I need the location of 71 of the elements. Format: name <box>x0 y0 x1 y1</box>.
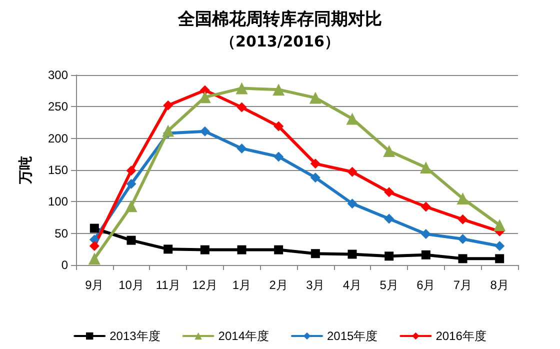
point <box>347 198 358 209</box>
point <box>384 187 394 198</box>
point <box>348 250 357 259</box>
point <box>198 91 211 104</box>
point <box>200 126 210 136</box>
point <box>200 245 210 254</box>
point <box>421 250 430 260</box>
x-tick-label: 5月 <box>380 278 398 292</box>
point <box>88 252 100 265</box>
point <box>384 252 394 261</box>
point <box>309 92 322 104</box>
y-tick-label: 0 <box>61 258 68 272</box>
point <box>310 172 320 183</box>
x-tick-label: 12月 <box>192 278 218 292</box>
x-tick-label: 2月 <box>269 278 288 292</box>
y-tick-label: 150 <box>48 163 68 177</box>
point <box>236 82 248 94</box>
y-tick-label: 250 <box>48 100 68 114</box>
point <box>126 236 136 245</box>
point <box>494 241 505 251</box>
point <box>200 85 210 96</box>
point <box>274 121 284 132</box>
legend-label: 2015年度 <box>327 329 378 343</box>
point <box>383 145 396 157</box>
x-tick-label: 1月 <box>232 278 252 292</box>
point <box>347 166 358 177</box>
point <box>420 161 432 174</box>
point <box>163 100 174 110</box>
legend-label: 2014年度 <box>218 329 270 343</box>
point <box>420 228 431 239</box>
point <box>310 158 320 169</box>
y-tick-label: 50 <box>54 226 68 240</box>
point <box>494 219 506 232</box>
legend-label: 2016年度 <box>436 329 486 343</box>
point <box>164 244 173 254</box>
x-tick-label: 6月 <box>416 278 436 292</box>
x-tick-label: 7月 <box>453 278 472 292</box>
chart-title: 全国棉花周转库存同期对比 <box>177 10 382 30</box>
point <box>126 166 136 176</box>
point <box>236 102 247 112</box>
point <box>458 254 468 264</box>
y-tick-label: 200 <box>48 131 68 146</box>
point <box>274 152 284 162</box>
chart-subtitle: （2013/2016） <box>220 32 340 50</box>
point <box>162 124 174 137</box>
x-tick-label: 4月 <box>342 278 362 292</box>
x-tick-label: 10月 <box>118 278 144 292</box>
y-tick-label: 100 <box>48 194 68 209</box>
x-tick-label: 11月 <box>156 278 180 292</box>
point <box>458 214 468 224</box>
point <box>495 254 504 264</box>
point <box>274 245 284 254</box>
point <box>456 192 469 204</box>
point <box>272 84 285 96</box>
x-tick-label: 8月 <box>490 278 509 292</box>
point <box>237 245 246 254</box>
point <box>126 178 136 189</box>
x-tick-label: 9月 <box>85 278 104 292</box>
point <box>310 249 320 258</box>
point <box>89 241 100 251</box>
point <box>420 202 431 212</box>
point <box>236 143 247 154</box>
point <box>384 214 394 224</box>
point <box>458 234 468 244</box>
y-tick-label: 300 <box>48 68 68 82</box>
y-axis-title: 万吨 <box>17 156 33 185</box>
x-tick-label: 3月 <box>306 278 325 292</box>
legend-label: 2013年度 <box>110 329 160 343</box>
point <box>90 224 99 233</box>
point <box>346 112 358 125</box>
point <box>125 200 138 212</box>
